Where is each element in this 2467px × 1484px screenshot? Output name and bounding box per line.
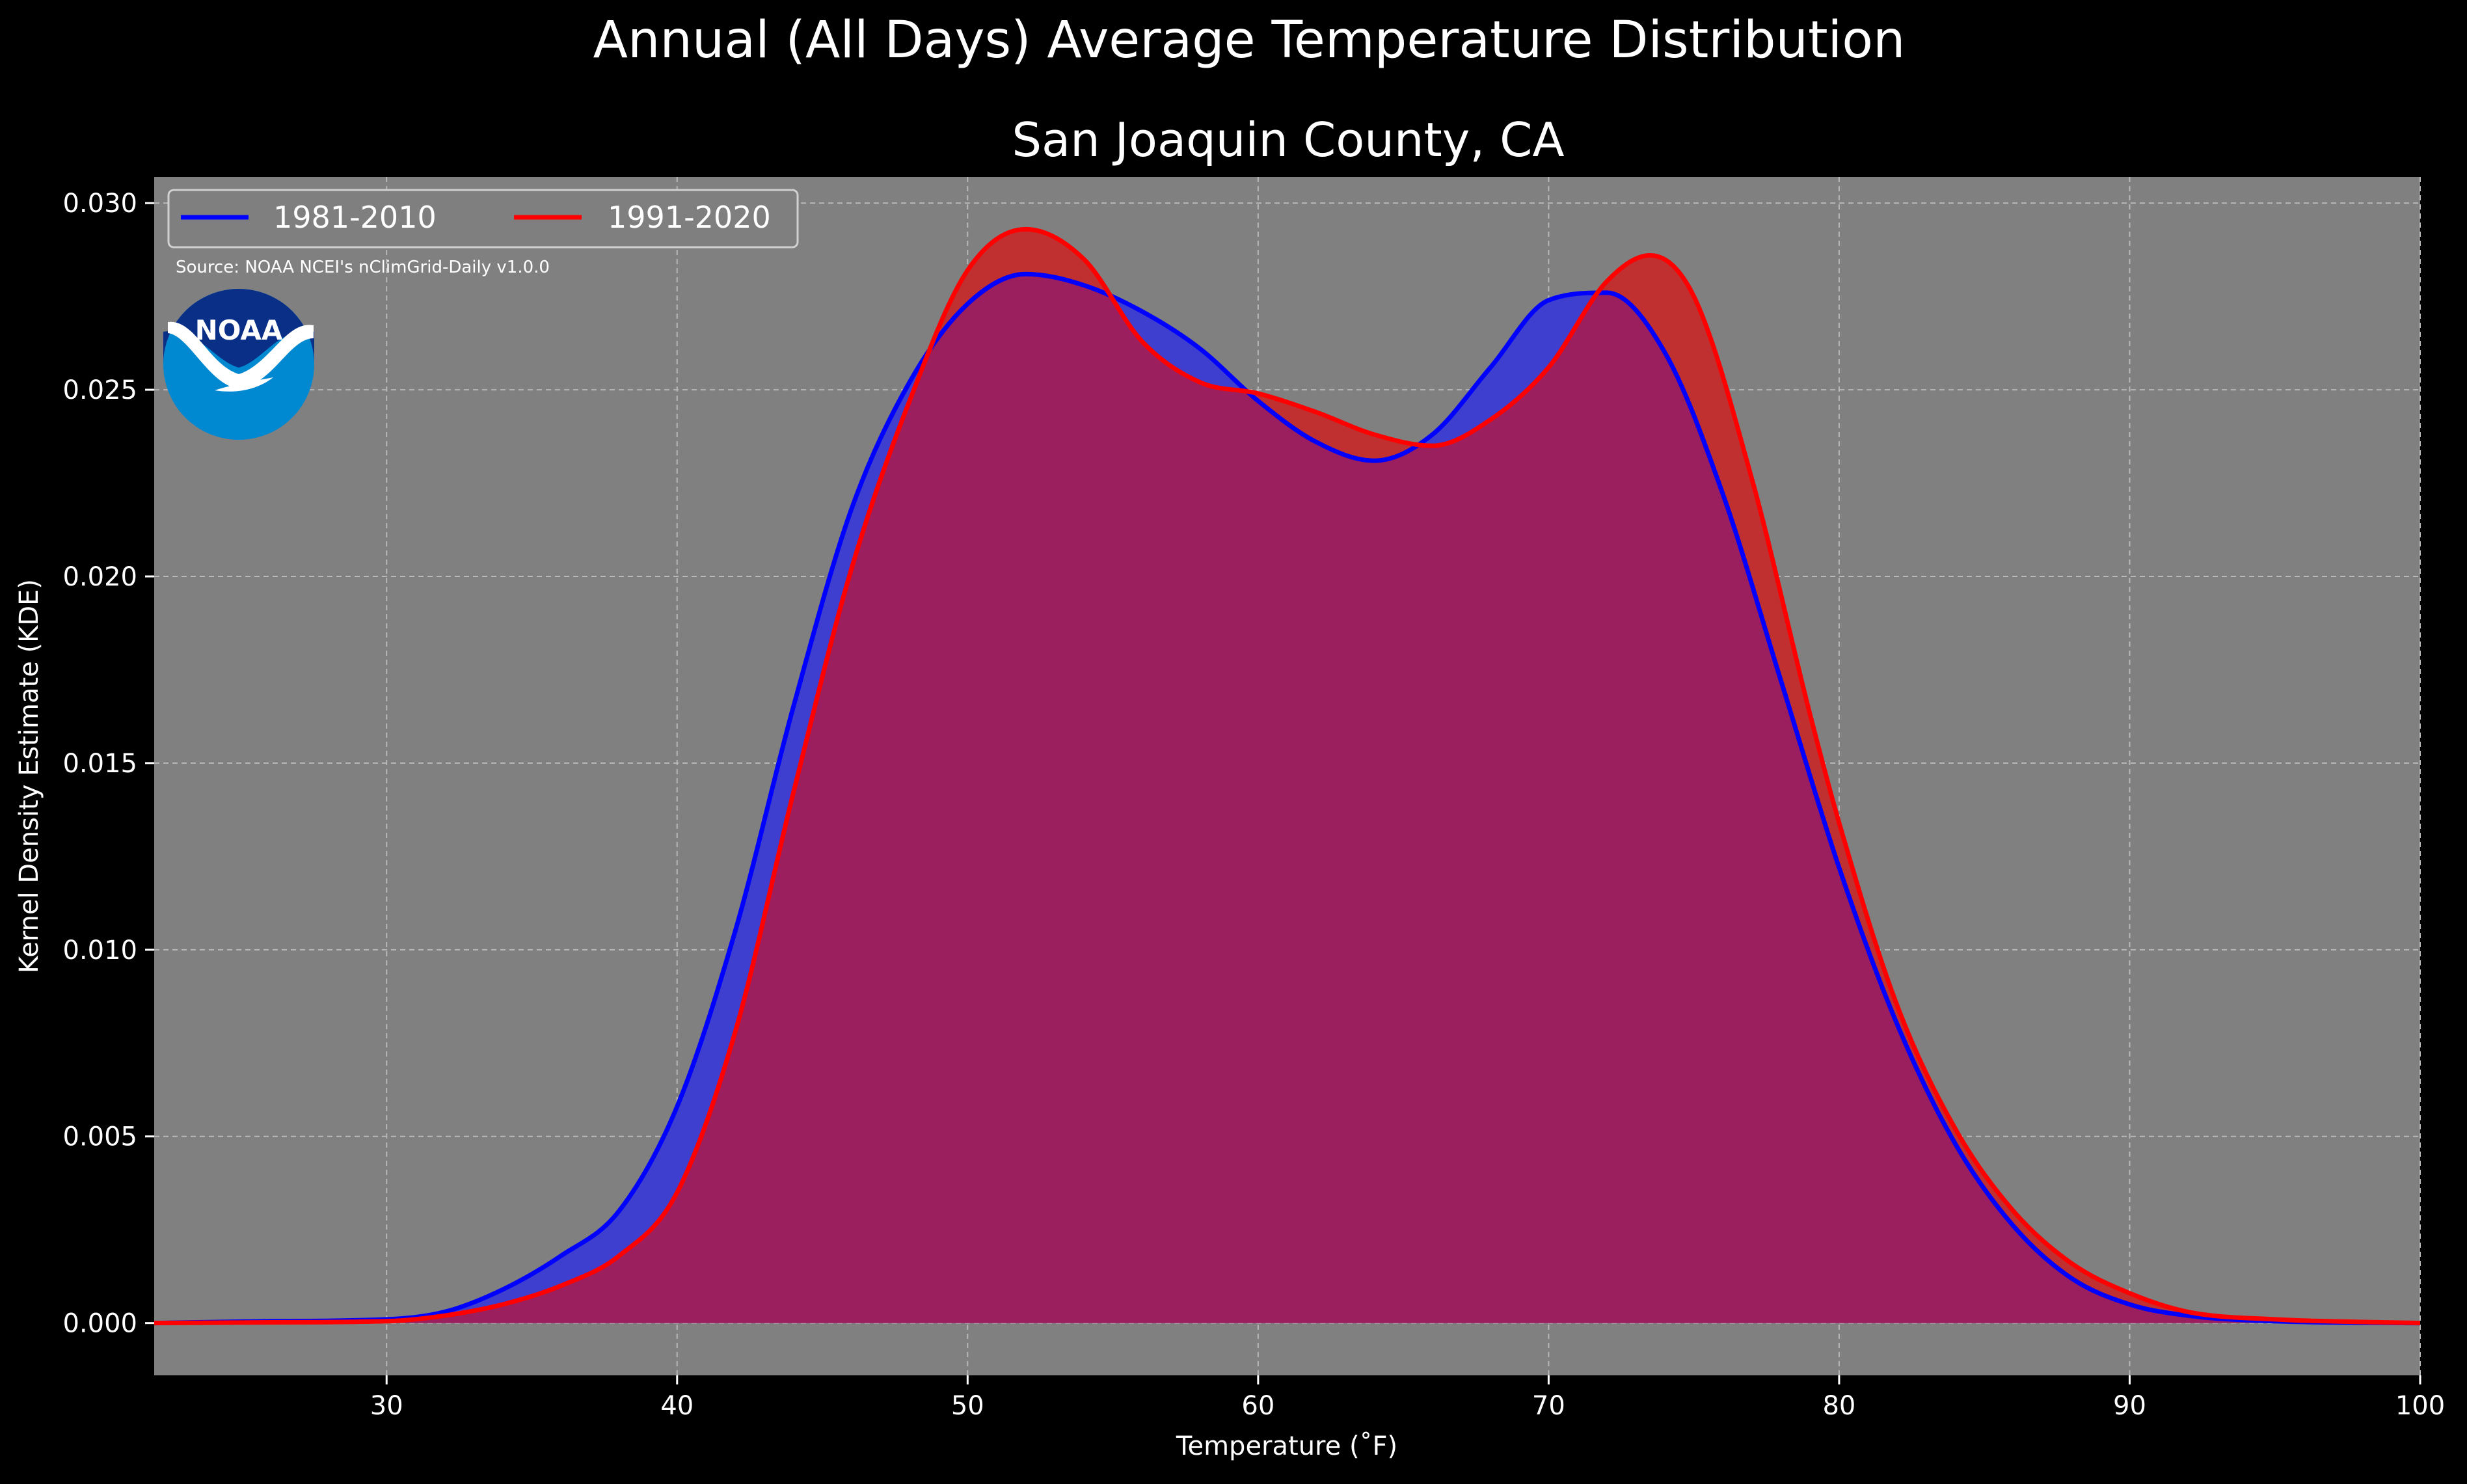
y-tick-label: 0.005 [62, 1122, 137, 1152]
y-tick-label: 0.000 [62, 1309, 137, 1339]
source-note: Source: NOAA NCEI's nClimGrid-Daily v1.0… [176, 258, 550, 277]
chart-title: San Joaquin County, CA [1012, 113, 1564, 167]
x-tick-label: 70 [1532, 1391, 1565, 1421]
x-tick-label: 40 [660, 1391, 694, 1421]
y-tick-label: 0.030 [62, 189, 137, 219]
y-tick-label: 0.015 [62, 749, 137, 779]
y-tick-label: 0.020 [62, 562, 137, 592]
noaa-logo: NOAA [163, 289, 314, 440]
y-axis-label: Kernel Density Estimate (KDE) [14, 579, 44, 973]
line-1991-2020 [154, 226, 2420, 1326]
figure-suptitle: Annual (All Days) Average Temperature Di… [593, 11, 1906, 70]
legend-box [167, 189, 799, 249]
y-tick-label: 0.025 [62, 375, 137, 405]
area-overlap [154, 274, 2420, 1323]
x-tick-label: 60 [1241, 1391, 1274, 1421]
legend-label-1991-2020: 1991-2020 [608, 200, 771, 235]
y-tick-label: 0.010 [62, 936, 137, 965]
legend: 1981-2010 1991-2020 [167, 189, 799, 249]
x-axis-label: Temperature (˚F) [1176, 1431, 1397, 1461]
x-tick-label: 30 [370, 1391, 403, 1421]
x-tick-label: 100 [2395, 1391, 2445, 1421]
logo-text: NOAA [195, 314, 283, 346]
x-tick-label: 90 [2113, 1391, 2146, 1421]
line-1981-2010 [154, 271, 2420, 1326]
x-tick-label: 50 [951, 1391, 984, 1421]
legend-label-1981-2010: 1981-2010 [273, 200, 437, 235]
x-tick-label: 80 [1822, 1391, 1855, 1421]
